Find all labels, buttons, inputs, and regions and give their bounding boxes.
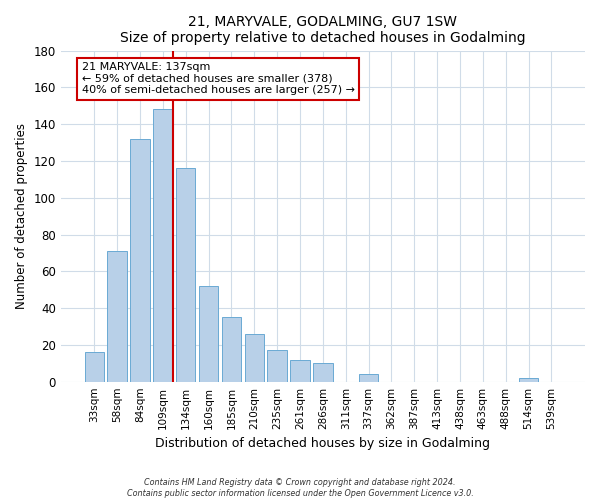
Bar (290, 360, 310, 382)
X-axis label: Distribution of detached houses by size in Godalming: Distribution of detached houses by size … (155, 437, 490, 450)
Bar (199, 286, 218, 382)
Bar (85, 352, 104, 382)
Text: 21 MARYVALE: 137sqm
← 59% of detached houses are smaller (378)
40% of semi-detac: 21 MARYVALE: 137sqm ← 59% of detached ho… (82, 62, 355, 96)
Y-axis label: Number of detached properties: Number of detached properties (15, 123, 28, 309)
Bar (359, 374, 379, 382)
Bar (268, 350, 287, 382)
Bar (245, 334, 264, 382)
Bar (313, 364, 332, 382)
Bar (107, 251, 127, 382)
Bar (222, 318, 241, 382)
Text: Contains HM Land Registry data © Crown copyright and database right 2024.
Contai: Contains HM Land Registry data © Crown c… (127, 478, 473, 498)
Bar (130, 139, 150, 382)
Bar (176, 168, 196, 382)
Bar (153, 110, 173, 382)
Title: 21, MARYVALE, GODALMING, GU7 1SW
Size of property relative to detached houses in: 21, MARYVALE, GODALMING, GU7 1SW Size of… (120, 15, 526, 45)
Bar (519, 378, 538, 382)
